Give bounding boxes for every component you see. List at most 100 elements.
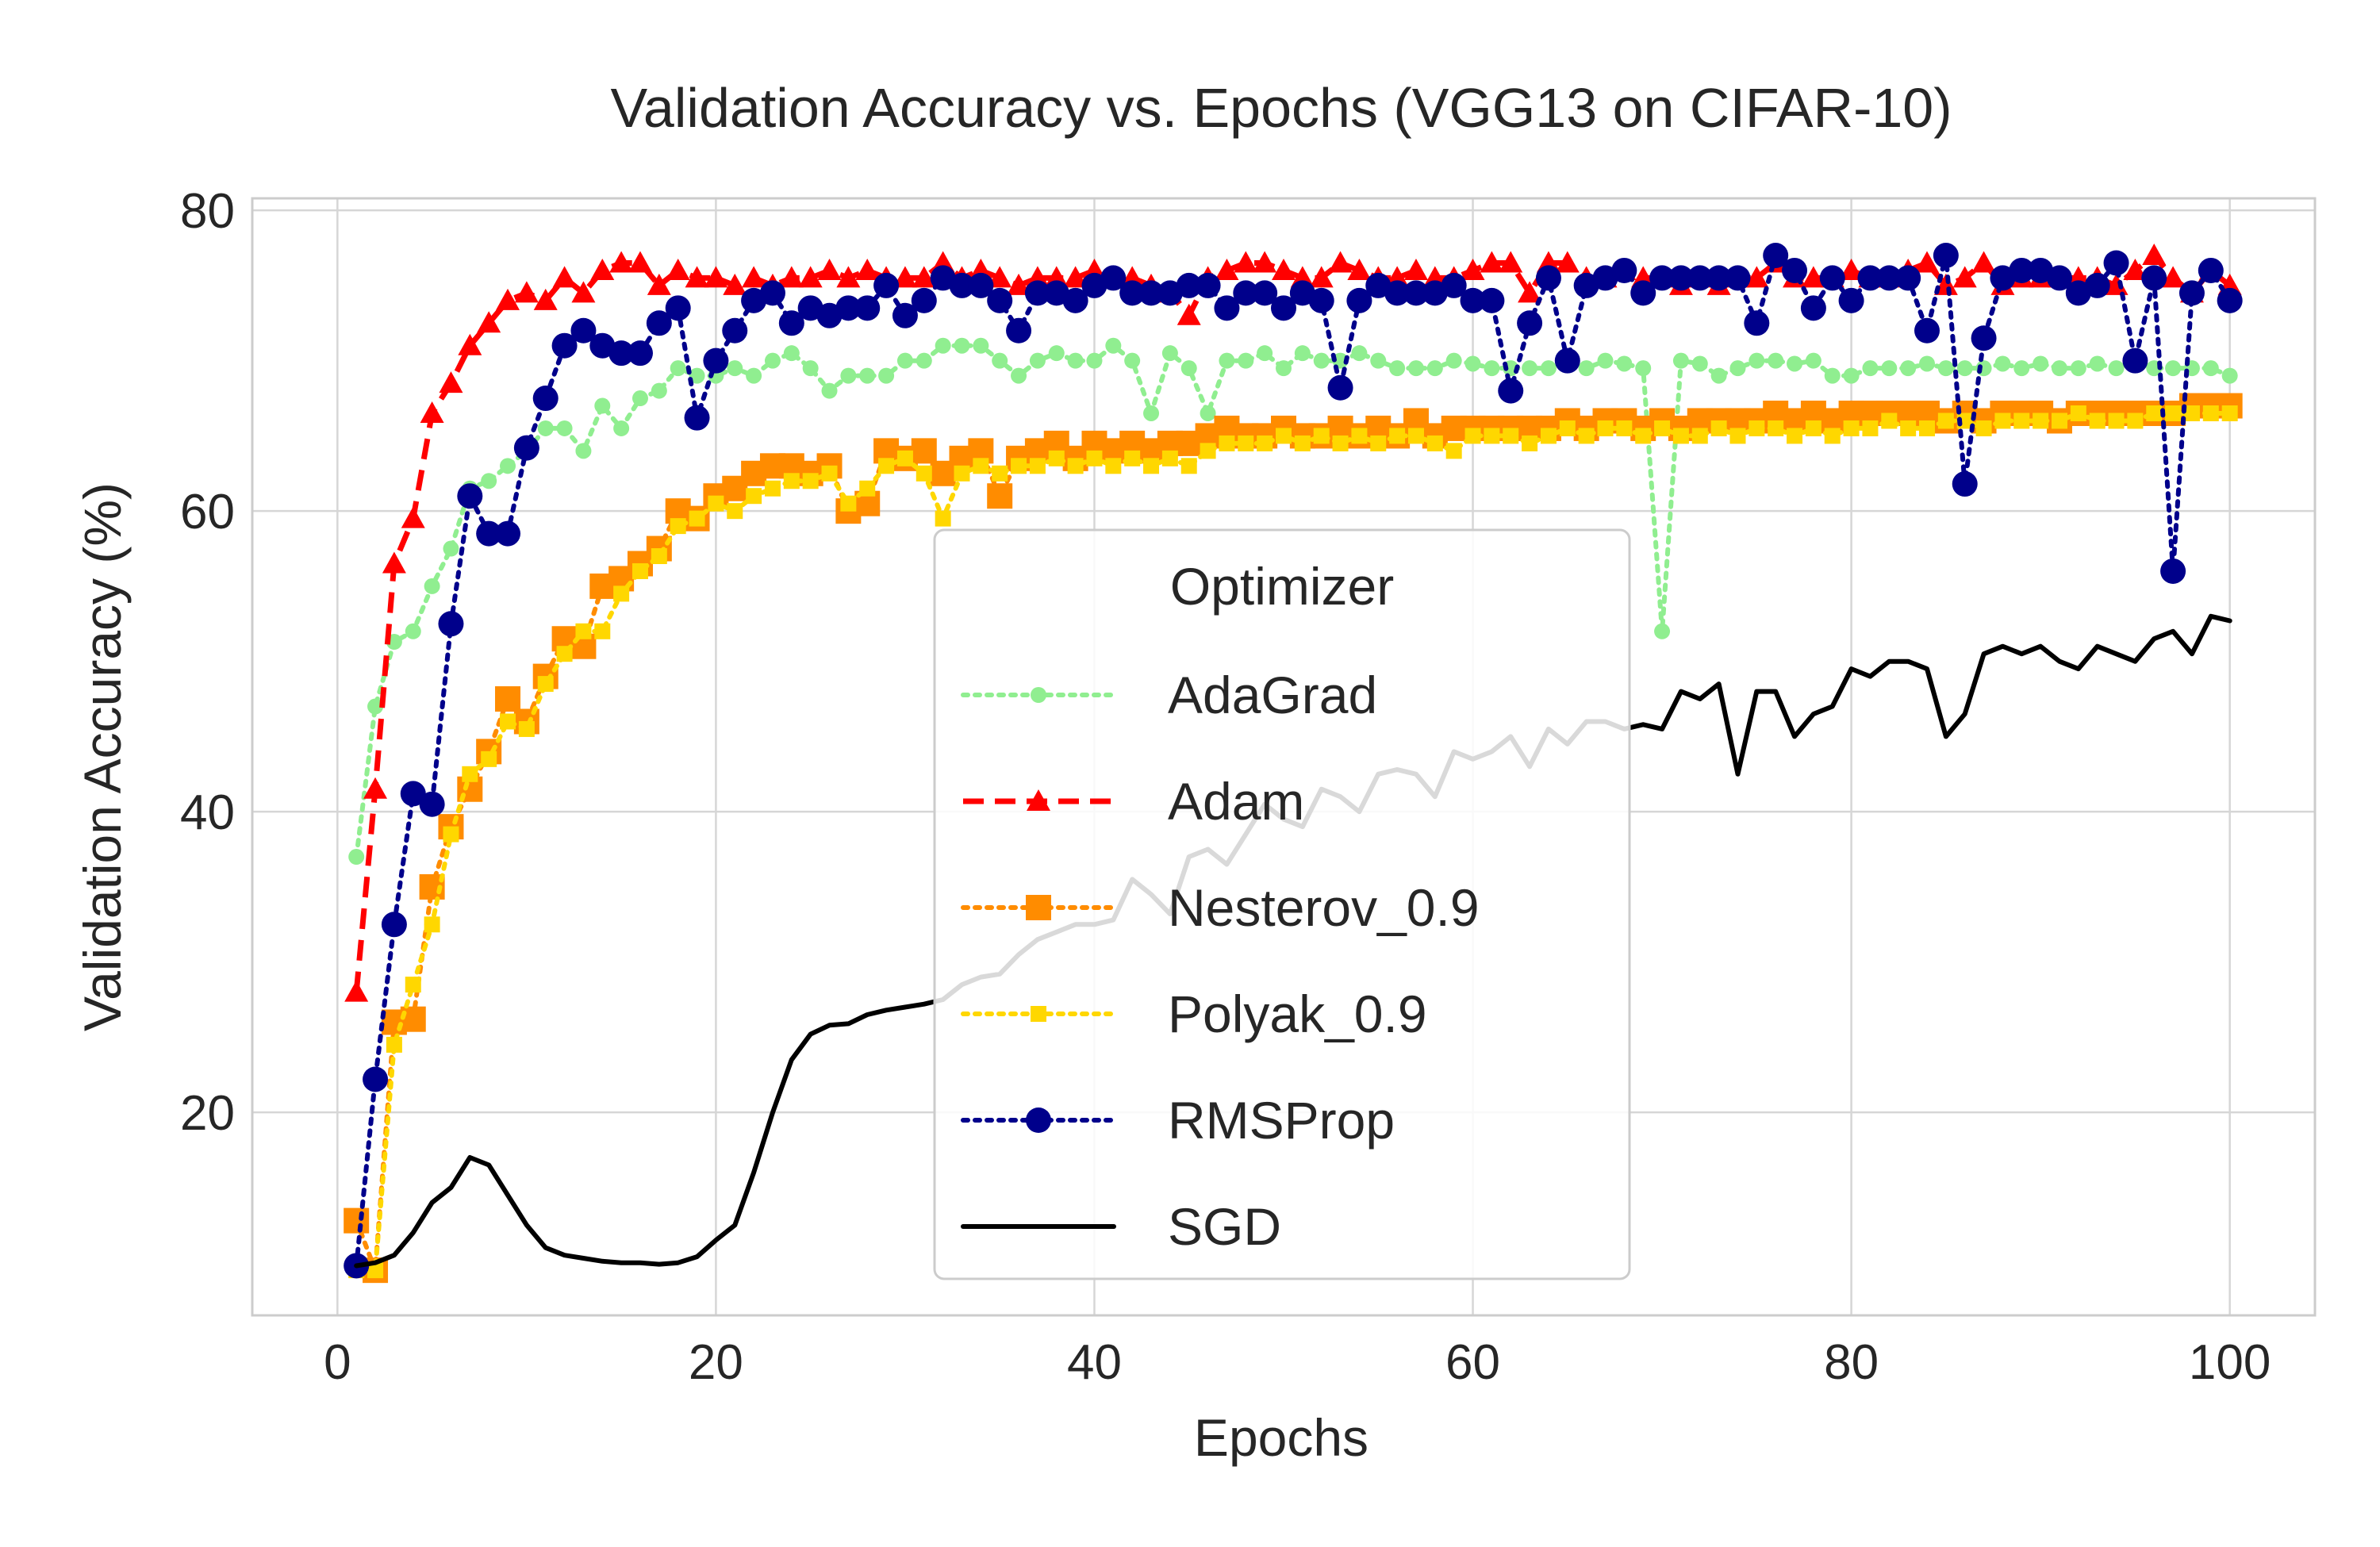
data-point — [1484, 360, 1500, 377]
data-point — [2178, 280, 2205, 306]
data-point — [556, 646, 573, 662]
data-point — [1729, 360, 1746, 377]
data-point — [1180, 458, 1197, 474]
data-point — [1048, 450, 1065, 466]
data-point — [949, 272, 975, 298]
data-point — [742, 266, 766, 288]
data-point — [1086, 352, 1103, 369]
data-point — [1843, 367, 1860, 384]
data-point — [1426, 435, 1443, 451]
data-point — [405, 623, 421, 639]
data-point — [1994, 413, 2011, 429]
data-point — [571, 281, 596, 303]
data-point — [367, 1262, 384, 1279]
data-point — [1105, 337, 1122, 354]
data-point — [1219, 352, 1235, 369]
data-point — [2070, 360, 2086, 377]
data-point — [609, 251, 634, 273]
y-tick-label: 20 — [180, 1086, 235, 1141]
data-point — [1313, 428, 1330, 444]
data-point — [1124, 352, 1141, 369]
data-point — [1233, 280, 1259, 306]
data-point — [1801, 266, 1825, 288]
data-point — [647, 273, 671, 295]
data-point — [613, 585, 630, 602]
data-point — [457, 483, 483, 509]
data-point — [1048, 345, 1065, 362]
data-point — [2122, 347, 2148, 374]
data-point — [608, 340, 635, 367]
data-point — [684, 405, 710, 431]
data-point — [1219, 435, 1235, 451]
data-point — [1937, 413, 1954, 429]
data-point — [1445, 352, 1462, 369]
data-point — [1768, 352, 1784, 369]
x-tick-label: 60 — [1445, 1335, 1500, 1390]
data-point — [689, 367, 705, 384]
data-point — [1180, 360, 1197, 377]
data-point — [954, 465, 970, 482]
data-point — [1067, 352, 1084, 369]
data-point — [514, 281, 539, 303]
data-point — [878, 367, 895, 384]
data-point — [1763, 243, 1789, 269]
data-point — [2089, 413, 2106, 429]
data-point — [2104, 273, 2129, 295]
legend-title: Optimizer — [1170, 557, 1394, 616]
data-point — [1370, 352, 1387, 369]
data-point — [1616, 355, 1633, 372]
data-point — [2141, 265, 2167, 291]
data-point — [1937, 360, 1954, 377]
data-point — [363, 1066, 389, 1092]
data-point — [1294, 345, 1311, 362]
data-point — [1238, 352, 1254, 369]
data-point — [1597, 420, 1614, 436]
data-point — [764, 352, 781, 369]
data-point — [1691, 428, 1708, 444]
legend-entry-rmsprop: RMSProp — [961, 1091, 1395, 1150]
data-point — [878, 458, 895, 474]
y-tick-label: 40 — [180, 785, 235, 840]
data-point — [1252, 280, 1278, 306]
data-point — [1177, 303, 1201, 325]
data-point — [1933, 243, 1959, 269]
legend-label: Nesterov_0.9 — [1168, 878, 1480, 937]
legend-marker — [1031, 687, 1046, 703]
data-point — [1555, 251, 1580, 273]
data-point — [1257, 435, 1273, 451]
data-point — [1578, 360, 1595, 377]
data-point — [1597, 352, 1614, 369]
data-point — [631, 562, 648, 579]
data-point — [628, 251, 652, 273]
data-point — [481, 473, 497, 489]
data-point — [935, 510, 951, 527]
data-point — [1805, 352, 1821, 369]
data-point — [1426, 360, 1443, 377]
data-point — [840, 495, 857, 512]
data-point — [2127, 413, 2144, 429]
data-point — [631, 390, 648, 407]
data-point — [821, 382, 838, 399]
data-point — [670, 518, 686, 535]
data-point — [1725, 265, 1751, 291]
legend-label: SGD — [1168, 1197, 1281, 1256]
data-point — [551, 332, 578, 359]
data-point — [1862, 360, 1879, 377]
series-polyak-0-9 — [348, 405, 2238, 1279]
data-point — [954, 337, 970, 354]
data-point — [859, 480, 876, 497]
legend-entry-nesterov-0-9: Nesterov_0.9 — [961, 878, 1480, 937]
data-point — [1824, 428, 1841, 444]
data-point — [802, 473, 819, 489]
data-point — [2051, 360, 2067, 377]
data-point — [783, 473, 800, 489]
data-point — [1063, 266, 1088, 288]
data-point — [1294, 435, 1311, 451]
data-point — [1007, 273, 1031, 295]
data-point — [458, 333, 482, 355]
data-point — [1441, 272, 1467, 298]
data-point — [1389, 428, 1406, 444]
data-point — [1257, 345, 1273, 362]
data-point — [1234, 251, 1258, 273]
data-point — [835, 295, 862, 321]
